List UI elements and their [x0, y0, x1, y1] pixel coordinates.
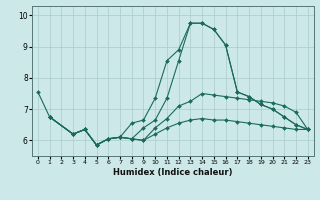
- X-axis label: Humidex (Indice chaleur): Humidex (Indice chaleur): [113, 168, 233, 177]
